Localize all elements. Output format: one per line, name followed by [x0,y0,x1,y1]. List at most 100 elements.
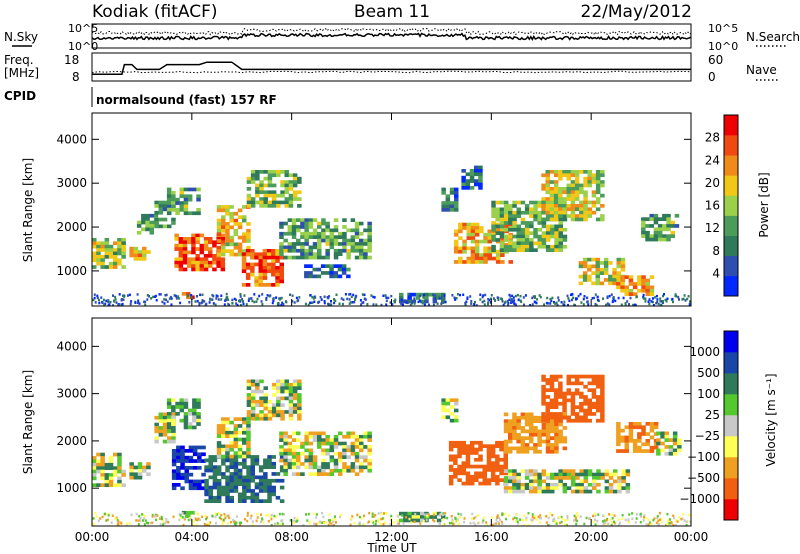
heatmap-cell [545,515,548,518]
heatmap-cell [428,513,430,516]
heatmap-cell [616,435,621,440]
heatmap-cell [359,252,364,256]
heatmap-cell [188,301,191,304]
heatmap-cell [146,521,148,525]
heatmap-cell [558,482,563,487]
heatmap-cell [166,415,172,420]
heatmap-cell [137,469,143,473]
heatmap-cell [457,444,462,448]
heatmap-cell [553,378,559,382]
heatmap-cell [470,239,476,244]
heatmap-cell [558,412,563,416]
heatmap-cell [571,469,576,473]
heatmap-cell [545,401,550,406]
heatmap-cell [262,255,268,260]
heatmap-cell [367,235,372,239]
heatmap-cell [223,512,226,516]
colorbar-swatch [724,155,738,176]
heatmap-cell [567,297,570,300]
heatmap-cell [545,210,550,215]
heatmap-cell [408,517,411,521]
heatmap-cell [557,299,560,302]
heatmap-cell [166,425,172,430]
heatmap-cell [229,205,234,209]
heatmap-cell [197,483,202,487]
heatmap-cell [553,187,559,191]
heatmap-cell [566,398,571,403]
heatmap-cell [233,461,239,466]
heatmap-cell [537,436,542,440]
heatmap-cell [562,204,567,208]
heatmap-cell [495,440,500,445]
heatmap-cell [637,449,642,453]
heatmap-cell [573,519,576,522]
heatmap-cell [616,449,621,453]
heatmap-cell [445,201,451,205]
heatmap-cell [626,300,629,303]
heatmap-cell [541,388,546,392]
heatmap-cell [304,465,309,470]
heatmap-cell [203,237,209,241]
heatmap-cell [320,298,323,301]
heatmap-cell [674,224,680,228]
heatmap-cell [196,299,199,303]
heatmap-cell [221,417,226,421]
heatmap-cell [625,489,631,494]
heatmap-cell [153,213,159,218]
nsearch-series-line [91,27,692,36]
heatmap-cell [128,522,131,525]
heatmap-cell [603,264,609,269]
heatmap-cell [171,412,176,417]
heatmap-cell [570,401,576,406]
heatmap-cell [111,514,114,517]
heatmap-cell [302,524,305,526]
heatmap-cell [464,302,467,305]
heatmap-cell [342,231,347,236]
heatmap-cell [537,472,542,477]
heatmap-cell [250,382,256,387]
heatmap-cell [271,255,276,260]
heatmap-cell [596,482,601,487]
heatmap-cell [420,515,425,519]
heatmap-cell [267,485,272,490]
heatmap-cell [258,489,264,493]
heatmap-cell [649,445,655,450]
heatmap-cell [325,252,330,256]
heatmap-cell [221,208,226,213]
heatmap-cell [512,419,517,423]
heatmap-cell [579,479,584,484]
heatmap-cell [462,293,465,296]
heatmap-cell [549,180,555,184]
heatmap-cell [508,439,513,444]
heatmap-cell [655,294,658,298]
heatmap-cell [448,440,454,445]
heatmap-cell [545,187,550,191]
heatmap-cell [666,217,671,221]
heatmap-cell [411,515,417,519]
heatmap-cell [516,489,521,494]
heatmap-cell [250,468,255,473]
heatmap-cell [184,476,189,480]
heatmap-cell [354,225,360,229]
heatmap-cell [511,294,514,298]
heatmap-cell [461,464,466,469]
heatmap-cell [384,294,387,297]
heatmap-cell [360,517,363,520]
heatmap-cell [216,441,222,445]
heatmap-cell [233,468,239,473]
heatmap-cell [541,429,547,434]
heatmap-cell [574,193,580,198]
heatmap-cell [552,518,555,522]
heatmap-cell [212,475,218,480]
heatmap-cell [644,300,647,303]
heatmap-cell [574,418,580,423]
heatmap-cell [491,210,496,215]
heatmap-cell [503,457,508,462]
heatmap-cell [279,445,284,449]
heatmap-cell [142,250,147,254]
heatmap-cell [583,401,588,406]
heatmap-cell [183,197,189,202]
heatmap-cell [583,197,588,201]
heatmap-cell [448,468,454,472]
heatmap-cell [279,431,284,436]
